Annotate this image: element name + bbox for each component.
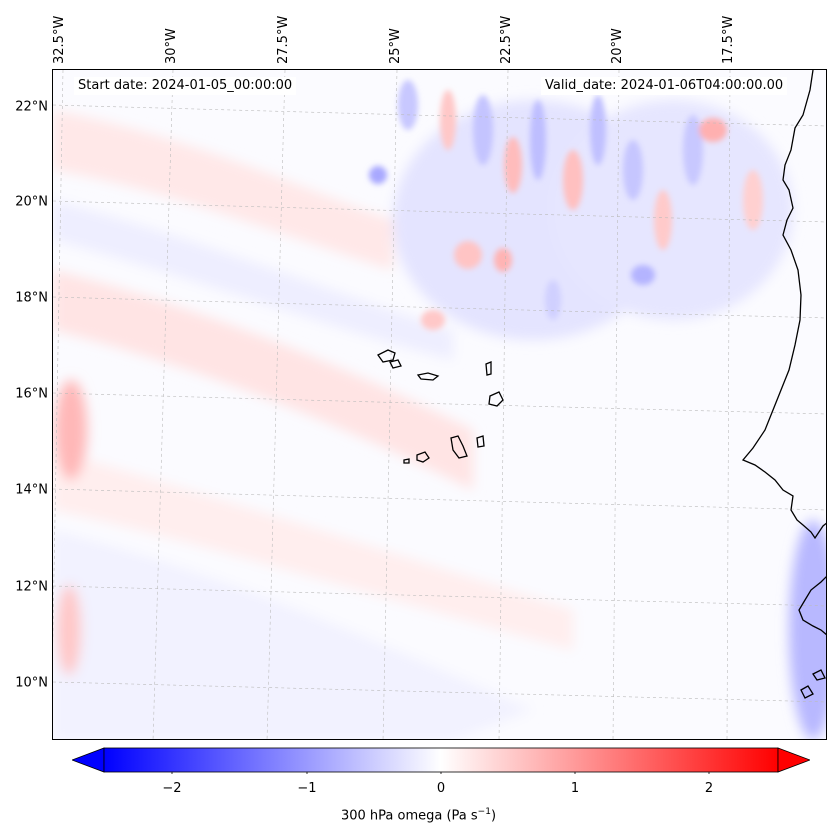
streak bbox=[494, 248, 512, 272]
lat-label-20n: 20°N bbox=[15, 194, 48, 210]
streak bbox=[504, 137, 522, 193]
lon-label-32-5w: 32.5°W bbox=[52, 15, 67, 64]
island-boa-vista bbox=[488, 391, 504, 407]
lon-label-30w: 30°W bbox=[164, 28, 179, 64]
field-band-blue-2 bbox=[53, 530, 533, 739]
colorbar-tick-label: −2 bbox=[162, 781, 182, 796]
colorbar-label-suffix: ) bbox=[490, 808, 497, 824]
omega-streaks-layer bbox=[369, 80, 763, 330]
map-panel bbox=[52, 69, 827, 740]
lon-label-25w: 25°W bbox=[388, 28, 403, 64]
streak bbox=[473, 95, 493, 165]
graticule-line bbox=[53, 200, 826, 223]
island-maio bbox=[476, 435, 485, 448]
colorbar-tick-label: 0 bbox=[436, 781, 446, 796]
streak bbox=[421, 310, 445, 330]
streak bbox=[530, 100, 546, 180]
island-santiago bbox=[450, 435, 468, 459]
lat-label-14n: 14°N bbox=[15, 482, 48, 498]
colorbar-label-exponent: −1 bbox=[477, 807, 491, 817]
lon-label-17-5w: 17.5°W bbox=[721, 15, 736, 64]
colorbar-min-extension bbox=[72, 747, 105, 773]
coastlines bbox=[377, 70, 826, 699]
omega-contour-map bbox=[53, 70, 826, 739]
graticule-line bbox=[266, 70, 286, 739]
lat-label-16n: 16°N bbox=[15, 386, 48, 402]
graticule-line bbox=[53, 104, 826, 127]
graticule-line bbox=[612, 70, 620, 739]
streak bbox=[631, 265, 655, 285]
streak bbox=[699, 118, 727, 142]
graticule-line bbox=[152, 70, 174, 739]
island-fogo bbox=[416, 451, 430, 463]
omega-field-layer bbox=[53, 100, 826, 739]
graticule-line bbox=[382, 70, 398, 739]
field-band-pink-middle bbox=[53, 270, 473, 490]
streak bbox=[454, 241, 482, 269]
colorbar-gradient bbox=[103, 747, 779, 773]
colorbar-label-prefix: 300 hPa omega (Pa s bbox=[340, 808, 478, 824]
streak bbox=[623, 140, 643, 200]
lon-label-20w: 20°W bbox=[610, 28, 625, 64]
graticule-line bbox=[53, 296, 826, 319]
graticule-line bbox=[53, 488, 826, 511]
lon-label-22-5w: 22.5°W bbox=[499, 15, 514, 64]
island-brava bbox=[403, 458, 410, 464]
lon-label-27-5w: 27.5°W bbox=[276, 15, 291, 64]
graticule-line bbox=[53, 585, 826, 607]
streak bbox=[590, 95, 606, 165]
streak bbox=[369, 166, 387, 184]
streak bbox=[683, 115, 703, 185]
island-bijagos-2 bbox=[812, 669, 826, 681]
streak bbox=[398, 80, 418, 130]
colorbar-tick-marks bbox=[171, 772, 710, 774]
streak bbox=[440, 90, 456, 150]
valid-date-label: Valid_date: 2024-01-06T04:00:00.00 bbox=[541, 77, 788, 95]
lat-label-22n: 22°N bbox=[15, 99, 48, 115]
colorbar bbox=[72, 747, 810, 774]
lat-label-18n: 18°N bbox=[15, 290, 48, 306]
graticule bbox=[53, 70, 826, 739]
island-sal bbox=[485, 361, 492, 376]
field-band-blue-1 bbox=[53, 200, 453, 360]
island-sao-nicolau bbox=[416, 372, 440, 381]
field-band-pink-south bbox=[53, 450, 573, 650]
colorbar-tick-label: 2 bbox=[704, 781, 714, 796]
colorbar-label: 300 hPa omega (Pa s−1) bbox=[0, 807, 837, 823]
lat-label-12n: 12°N bbox=[15, 579, 48, 595]
africa-coastline bbox=[741, 70, 826, 540]
start-date-label: Start date: 2024-01-05_00:00:00 bbox=[74, 77, 297, 95]
graticule-line bbox=[53, 392, 826, 415]
field-blob-pink-west bbox=[55, 380, 87, 480]
lat-label-10n: 10°N bbox=[15, 675, 48, 691]
colorbar-tick-label: 1 bbox=[570, 781, 580, 796]
streak bbox=[743, 170, 763, 230]
island-santo-antao bbox=[377, 349, 396, 363]
island-bijagos bbox=[800, 685, 814, 699]
streak bbox=[654, 190, 672, 250]
island-sao-vicente bbox=[389, 359, 402, 369]
graticule-line bbox=[53, 681, 826, 703]
africa-coastline-south bbox=[798, 576, 826, 636]
graticule-line bbox=[498, 70, 509, 739]
field-blob-blue-east-coast bbox=[789, 520, 826, 739]
colorbar-tick-label: −1 bbox=[297, 781, 317, 796]
streak bbox=[545, 280, 561, 320]
graticule-line bbox=[726, 70, 731, 739]
field-blob-pink-southwest bbox=[57, 585, 81, 675]
colorbar-max-extension bbox=[777, 747, 810, 773]
field-blob-blue-north-east bbox=[553, 100, 793, 320]
field-band-pink-north bbox=[53, 110, 393, 270]
streak bbox=[563, 150, 583, 210]
